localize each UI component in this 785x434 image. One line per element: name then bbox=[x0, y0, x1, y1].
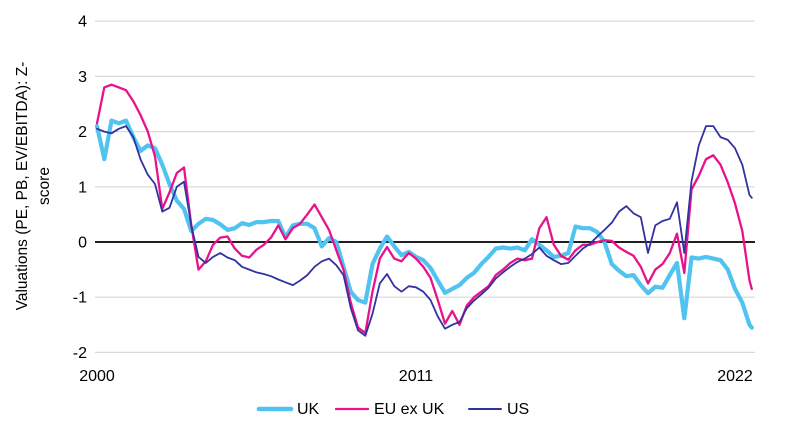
y-axis-title-line2: score bbox=[36, 167, 53, 205]
legend-label: EU ex UK bbox=[374, 401, 445, 418]
gridlines bbox=[95, 20, 755, 353]
legend: UK EU ex UK US bbox=[256, 401, 529, 418]
x-tick-label: 2022 bbox=[717, 368, 753, 385]
y-axis-tick-labels: 4 3 2 1 0 -1 -2 bbox=[73, 14, 87, 362]
y-tick-label: 4 bbox=[78, 14, 87, 31]
series-paths bbox=[94, 83, 754, 337]
legend-label: UK bbox=[297, 401, 320, 418]
x-tick-label: 2000 bbox=[79, 368, 115, 385]
series-line-uk bbox=[94, 118, 754, 330]
legend-item-eu-ex-uk: EU ex UK bbox=[334, 401, 445, 418]
series-line-eu-ex-uk bbox=[95, 83, 753, 335]
legend-item-us: US bbox=[468, 401, 529, 418]
y-tick-label: -1 bbox=[73, 290, 87, 307]
y-axis-title: Valuations (PE, PB, EV/EBITDA): Z- score bbox=[14, 62, 53, 311]
y-tick-label: 0 bbox=[78, 235, 87, 252]
legend-item-uk: UK bbox=[256, 401, 320, 418]
x-axis-tick-labels: 2000 2011 2022 bbox=[79, 368, 753, 385]
y-tick-label: 2 bbox=[78, 124, 87, 141]
y-tick-label: -2 bbox=[73, 345, 87, 362]
y-tick-label: 3 bbox=[78, 69, 87, 86]
y-tick-label: 1 bbox=[78, 179, 87, 196]
series-line-us bbox=[96, 125, 753, 337]
y-axis-title-line1: Valuations (PE, PB, EV/EBITDA): Z- bbox=[14, 62, 31, 311]
legend-label: US bbox=[507, 401, 529, 418]
x-tick-label: 2011 bbox=[399, 368, 434, 385]
